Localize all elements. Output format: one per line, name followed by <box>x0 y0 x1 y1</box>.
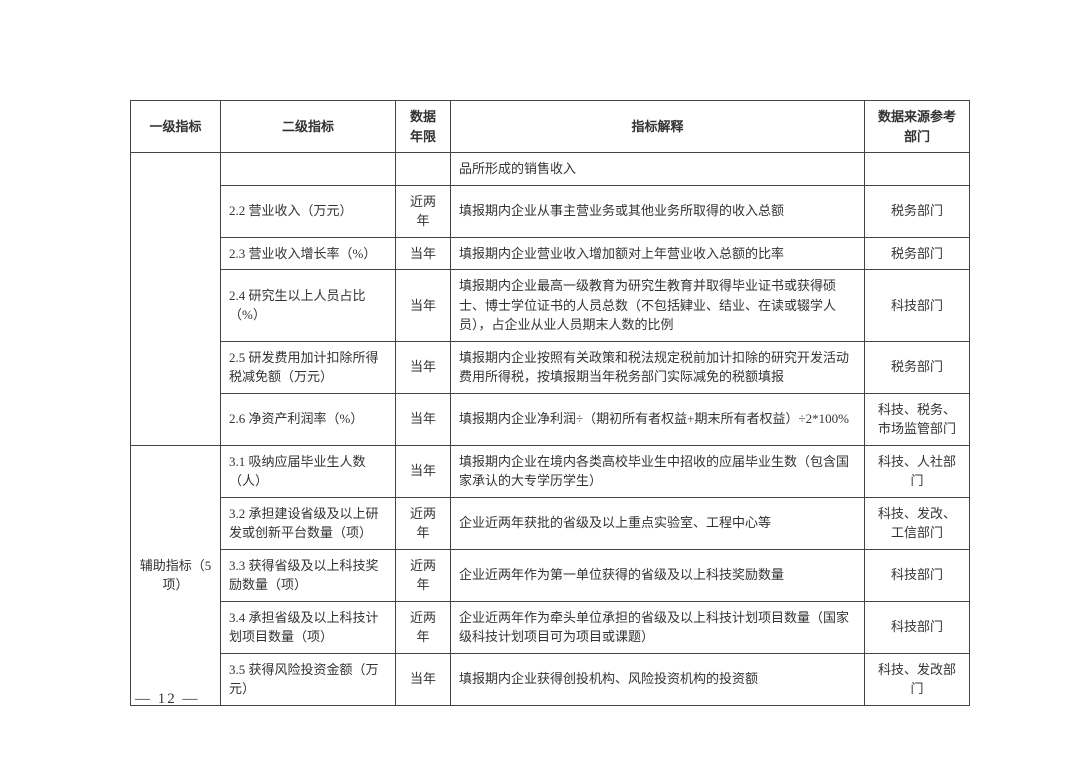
cell-explain: 填报期内企业按照有关政策和税法规定税前加计扣除的研究开发活动费用所得税，按填报期… <box>451 341 865 393</box>
cell-source: 科技、发改部门 <box>865 653 970 705</box>
cell-year: 当年 <box>396 270 451 342</box>
cell-level2: 2.4 研究生以上人员占比（%） <box>221 270 396 342</box>
table-row: 2.3 营业收入增长率（%） 当年 填报期内企业营业收入增加额对上年营业收入总额… <box>131 237 970 270</box>
cell-year: 近两年 <box>396 497 451 549</box>
indicator-table: 一级指标 二级指标 数据年限 指标解释 数据来源参考部门 品所形成的销售收入 2… <box>130 100 970 706</box>
cell-explain: 填报期内企业最高一级教育为研究生教育并取得毕业证书或获得硕士、博士学位证书的人员… <box>451 270 865 342</box>
cell-level2: 2.6 净资产利润率（%） <box>221 393 396 445</box>
cell-explain: 填报期内企业获得创投机构、风险投资机构的投资额 <box>451 653 865 705</box>
cell-source <box>865 153 970 186</box>
cell-source: 科技、发改、工信部门 <box>865 497 970 549</box>
cell-explain: 企业近两年作为第一单位获得的省级及以上科技奖励数量 <box>451 549 865 601</box>
cell-level2: 2.2 营业收入（万元） <box>221 185 396 237</box>
table-row: 3.3 获得省级及以上科技奖励数量（项） 近两年 企业近两年作为第一单位获得的省… <box>131 549 970 601</box>
cell-level2: 3.3 获得省级及以上科技奖励数量（项） <box>221 549 396 601</box>
cell-year <box>396 153 451 186</box>
cell-explain: 填报期内企业净利润÷（期初所有者权益+期末所有者权益）÷2*100% <box>451 393 865 445</box>
table-row: 2.4 研究生以上人员占比（%） 当年 填报期内企业最高一级教育为研究生教育并取… <box>131 270 970 342</box>
cell-year: 当年 <box>396 393 451 445</box>
cell-year: 当年 <box>396 445 451 497</box>
cell-explain: 企业近两年获批的省级及以上重点实验室、工程中心等 <box>451 497 865 549</box>
cell-level2: 3.5 获得风险投资金额（万元） <box>221 653 396 705</box>
table-row: 2.5 研发费用加计扣除所得税减免额（万元） 当年 填报期内企业按照有关政策和税… <box>131 341 970 393</box>
table-row: 2.6 净资产利润率（%） 当年 填报期内企业净利润÷（期初所有者权益+期末所有… <box>131 393 970 445</box>
cell-source: 科技部门 <box>865 270 970 342</box>
cell-year: 近两年 <box>396 601 451 653</box>
cell-source: 税务部门 <box>865 341 970 393</box>
cell-explain: 填报期内企业营业收入增加额对上年营业收入总额的比率 <box>451 237 865 270</box>
cell-level2: 2.3 营业收入增长率（%） <box>221 237 396 270</box>
cell-source: 科技部门 <box>865 549 970 601</box>
header-level1: 一级指标 <box>131 101 221 153</box>
cell-source: 科技、人社部门 <box>865 445 970 497</box>
cell-level2: 3.1 吸纳应届毕业生人数（人） <box>221 445 396 497</box>
cell-source: 税务部门 <box>865 185 970 237</box>
document-page: 一级指标 二级指标 数据年限 指标解释 数据来源参考部门 品所形成的销售收入 2… <box>0 0 1080 763</box>
cell-explain: 填报期内企业从事主营业务或其他业务所取得的收入总额 <box>451 185 865 237</box>
table-row: 品所形成的销售收入 <box>131 153 970 186</box>
cell-level2: 3.4 承担省级及以上科技计划项目数量（项） <box>221 601 396 653</box>
cell-level2 <box>221 153 396 186</box>
cell-level2: 3.2 承担建设省级及以上研发或创新平台数量（项） <box>221 497 396 549</box>
cell-level1 <box>131 185 221 445</box>
header-level2: 二级指标 <box>221 101 396 153</box>
cell-year: 当年 <box>396 237 451 270</box>
table-row: 2.2 营业收入（万元） 近两年 填报期内企业从事主营业务或其他业务所取得的收入… <box>131 185 970 237</box>
cell-source: 税务部门 <box>865 237 970 270</box>
cell-level2: 2.5 研发费用加计扣除所得税减免额（万元） <box>221 341 396 393</box>
cell-level1 <box>131 153 221 186</box>
table-header-row: 一级指标 二级指标 数据年限 指标解释 数据来源参考部门 <box>131 101 970 153</box>
cell-explain: 品所形成的销售收入 <box>451 153 865 186</box>
cell-explain: 填报期内企业在境内各类高校毕业生中招收的应届毕业生数（包含国家承认的大专学历学生… <box>451 445 865 497</box>
table-row: 3.5 获得风险投资金额（万元） 当年 填报期内企业获得创投机构、风险投资机构的… <box>131 653 970 705</box>
cell-year: 近两年 <box>396 549 451 601</box>
table-row: 3.2 承担建设省级及以上研发或创新平台数量（项） 近两年 企业近两年获批的省级… <box>131 497 970 549</box>
table-row: 辅助指标（5 项） 3.1 吸纳应届毕业生人数（人） 当年 填报期内企业在境内各… <box>131 445 970 497</box>
page-number: — 12 — <box>135 691 200 708</box>
cell-source: 科技部门 <box>865 601 970 653</box>
cell-year: 近两年 <box>396 185 451 237</box>
cell-year: 当年 <box>396 653 451 705</box>
cell-level1-group: 辅助指标（5 项） <box>131 445 221 705</box>
table-row: 3.4 承担省级及以上科技计划项目数量（项） 近两年 企业近两年作为牵头单位承担… <box>131 601 970 653</box>
header-year: 数据年限 <box>396 101 451 153</box>
cell-source: 科技、税务、市场监管部门 <box>865 393 970 445</box>
cell-explain: 企业近两年作为牵头单位承担的省级及以上科技计划项目数量（国家级科技计划项目可为项… <box>451 601 865 653</box>
header-source: 数据来源参考部门 <box>865 101 970 153</box>
cell-year: 当年 <box>396 341 451 393</box>
header-explain: 指标解释 <box>451 101 865 153</box>
